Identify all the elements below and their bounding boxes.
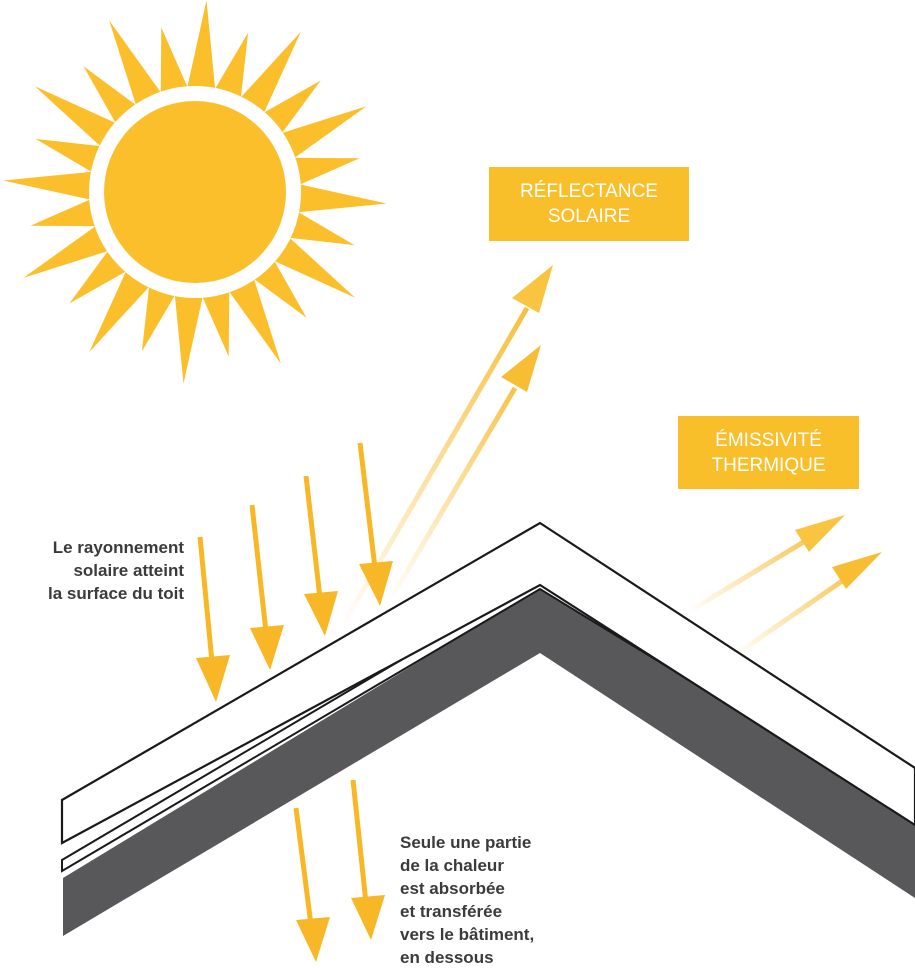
caption-line: est absorbée — [400, 879, 505, 898]
arrow-icon — [832, 552, 882, 589]
incoming-radiation-caption: Le rayonnement solaire atteint la surfac… — [20, 536, 184, 605]
sun-ray — [292, 183, 387, 213]
sun-ray — [35, 138, 106, 175]
reflectance-label-line2: SOLAIRE — [547, 206, 631, 227]
roof-dark-layer — [63, 588, 915, 936]
emissivity-label-line2: THERMIQUE — [711, 454, 826, 476]
caption-line: solaire atteint — [73, 561, 184, 580]
sun-ray — [34, 86, 121, 150]
caption-line: la surface du toit — [47, 584, 184, 603]
arrow-icon — [351, 895, 385, 940]
sun-ray — [141, 281, 178, 352]
emitted-arrows — [686, 515, 882, 658]
sun-ray — [174, 289, 204, 384]
sun-ray — [89, 266, 153, 353]
sun-ray — [30, 197, 102, 227]
caption-line: Seule une partie — [400, 833, 532, 852]
sun-ray — [109, 20, 164, 111]
arrow-icon — [501, 345, 541, 392]
caption-line: vers le bâtiment, — [400, 925, 535, 944]
arrow-icon — [250, 625, 284, 670]
arrow-icon — [512, 265, 553, 313]
reflected-arrows — [337, 265, 553, 632]
sun-ray — [226, 273, 281, 364]
caption-line: et transférée — [400, 902, 503, 921]
incoming-arrows — [196, 442, 393, 702]
reflectance-label-line1: RÉFLECTANCE — [520, 181, 658, 202]
sun-ray — [160, 27, 190, 99]
sun-ray — [269, 234, 356, 298]
arrow-icon — [359, 561, 393, 606]
sun-ray — [237, 31, 301, 118]
sun-ray — [3, 171, 98, 201]
sun-icon — [3, 0, 387, 384]
roof-surface — [60, 521, 915, 845]
sun-ray — [284, 209, 355, 246]
caption-line: de la chaleur — [400, 856, 504, 875]
reflectance-label: RÉFLECTANCE SOLAIRE — [489, 167, 689, 241]
arrow-icon — [196, 655, 230, 702]
arrow-icon — [296, 917, 330, 962]
caption-line: en dessous — [400, 948, 494, 967]
transferred-heat-arrows — [293, 779, 385, 962]
sun-ray — [288, 157, 360, 187]
caption-line: Le rayonnement — [52, 538, 184, 557]
sun-ray — [23, 223, 114, 278]
sun-ray — [186, 0, 216, 95]
absorbed-heat-caption: Seule une partie de la chaleur est absor… — [400, 831, 600, 969]
arrow-icon — [304, 591, 338, 636]
sun-ray — [212, 32, 249, 103]
sun-ray — [276, 106, 367, 161]
sun-ray — [200, 285, 230, 357]
emissivity-label: ÉMISSIVITÉ THERMIQUE — [678, 416, 859, 489]
arrow-icon — [795, 515, 845, 552]
emissivity-label-line1: ÉMISSIVITÉ — [715, 429, 822, 451]
